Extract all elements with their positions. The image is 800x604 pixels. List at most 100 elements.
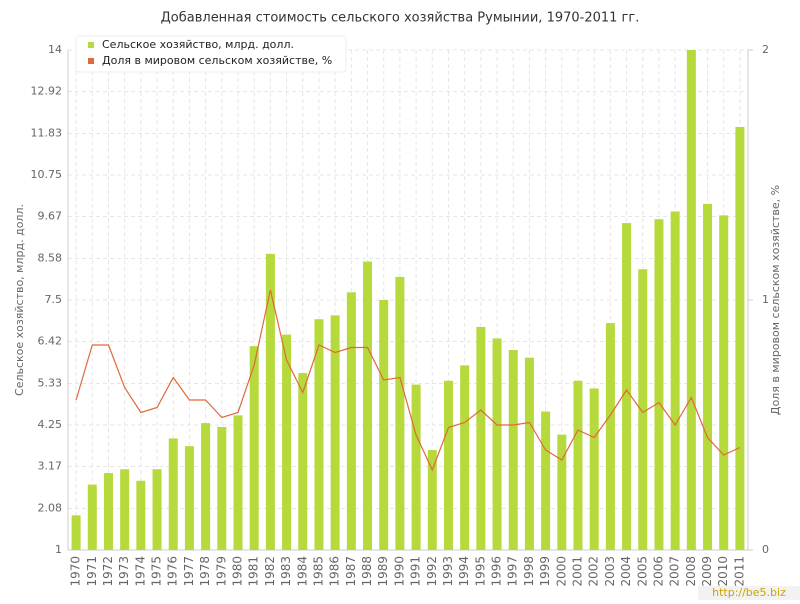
x-tick-label: 1970 [69,556,83,587]
y-tick-label: 6.42 [38,335,63,348]
chart-title: Добавленная стоимость сельского хозяйств… [161,11,640,26]
y-axis-label: Сельское хозяйство, млрд. долл. [13,204,26,396]
x-tick-label: 1999 [538,556,552,587]
bar [168,438,178,550]
y-tick-label: 4.25 [38,418,63,431]
y2-tick-label: 2 [762,43,769,56]
x-tick-label: 1982 [263,556,277,587]
bar [638,269,648,550]
legend-label: Доля в мировом сельском хозяйстве, % [102,54,332,67]
y-tick-label: 14 [48,43,62,56]
x-tick-label: 1980 [231,556,245,587]
x-tick-label: 1997 [506,556,520,587]
x-tick-label: 1991 [409,556,423,587]
bar [249,346,259,550]
x-tick-label: 1985 [311,556,325,587]
y-tick-label: 1 [55,543,62,556]
x-tick-label: 2011 [732,556,746,587]
x-tick-label: 1994 [457,556,471,587]
x-tick-label: 2005 [635,556,649,587]
bar [541,411,551,550]
x-tick-label: 1986 [328,556,342,587]
legend-swatch [88,58,94,64]
y2-tick-label: 1 [762,293,769,306]
x-tick-label: 1979 [214,556,228,587]
x-tick-label: 2001 [571,556,585,587]
bar [605,323,615,550]
bar [492,338,502,550]
x-tick-label: 1992 [425,556,439,587]
y-tick-label: 3.17 [38,460,63,473]
x-tick-label: 1978 [198,556,212,587]
bar [103,473,113,550]
line [75,289,741,472]
legend-swatch [88,42,94,48]
watermark-bg [698,586,800,600]
y2-axis-label: Доля в мировом сельском хозяйстве, % [769,185,782,415]
bar [427,450,437,550]
y-tick-label: 10.75 [31,168,63,181]
x-tick-label: 2000 [554,556,568,587]
bar [379,300,389,550]
y-tick-label: 8.58 [38,251,63,264]
x-tick-label: 1973 [117,556,131,587]
y-tick-label: 11.83 [31,126,63,139]
bar [622,223,632,551]
watermark: http://be5.biz [712,586,786,599]
bar [573,380,583,550]
bar [87,484,97,550]
bar [735,126,745,550]
bar [524,357,534,550]
bar [411,384,421,550]
y-tick-label: 2.08 [38,501,63,514]
bar [282,334,292,550]
bar [330,315,340,550]
bar [217,426,227,550]
bar [363,261,373,550]
x-tick-label: 1995 [473,556,487,587]
x-tick-label: 1972 [101,556,115,587]
x-tick-label: 1998 [522,556,536,587]
y-tick-label: 7.5 [45,293,63,306]
bar [265,253,275,550]
bar [686,50,696,550]
bar [719,215,729,550]
bar [654,219,664,550]
bar [476,326,486,550]
x-tick-label: 1993 [441,556,455,587]
x-tick-label: 1988 [360,556,374,587]
bar [557,434,567,550]
legend-box [75,35,347,73]
y-tick-label: 12.92 [31,85,63,98]
bar [71,515,81,550]
bar [703,203,713,550]
bar [314,319,324,550]
x-tick-label: 1990 [392,556,406,587]
x-tick-label: 2009 [700,556,714,587]
bar [395,276,405,550]
bar [120,469,130,550]
x-tick-label: 2002 [587,556,601,587]
bar [670,211,680,551]
bar [460,365,470,550]
x-tick-label: 1984 [295,556,309,587]
x-tick-label: 2006 [651,556,665,587]
x-tick-label: 1989 [376,556,390,587]
x-tick-label: 1975 [150,556,164,587]
bar [346,292,356,550]
bar [298,373,308,550]
x-tick-label: 1983 [279,556,293,587]
legend-label: Сельское хозяйство, млрд. долл. [102,38,294,51]
bar [233,415,243,550]
x-tick-label: 2004 [619,556,633,587]
x-tick-label: 1981 [247,556,261,587]
x-tick-label: 2008 [684,556,698,587]
bar [152,469,162,550]
x-tick-label: 1974 [133,556,147,587]
bar [201,423,211,550]
x-tick-label: 1987 [344,556,358,587]
x-tick-label: 2003 [603,556,617,587]
x-tick-label: 2010 [716,556,730,587]
y-tick-label: 9.67 [38,210,63,223]
